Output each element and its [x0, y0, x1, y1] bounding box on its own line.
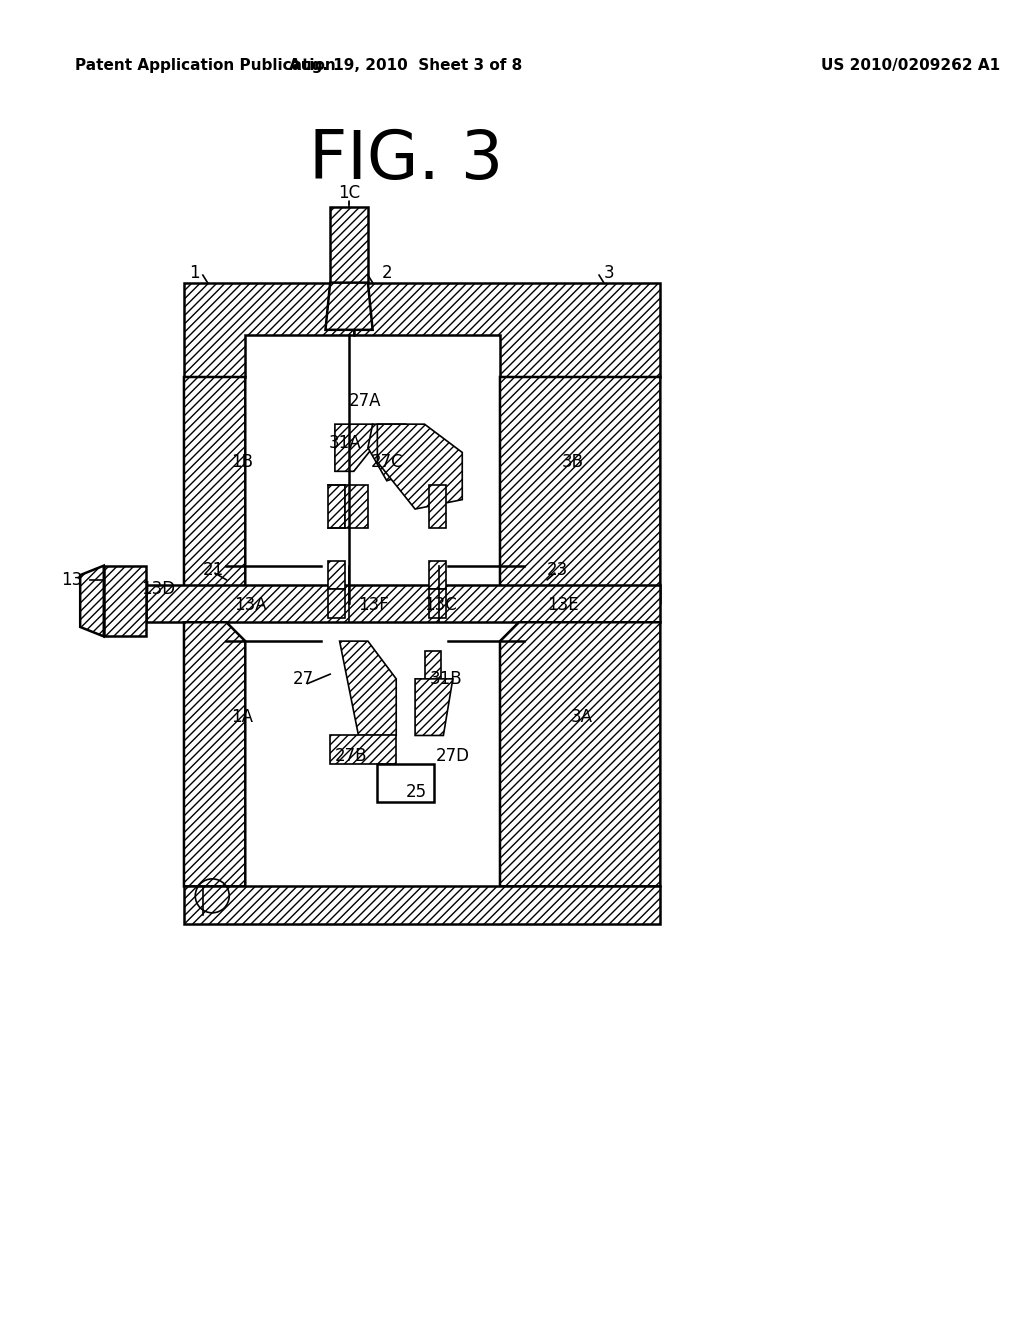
Text: US 2010/0209262 A1: US 2010/0209262 A1	[820, 58, 999, 73]
Bar	[429, 486, 446, 528]
Polygon shape	[378, 764, 434, 801]
Text: 27A: 27A	[349, 392, 382, 409]
Bar	[329, 486, 345, 528]
Text: Aug. 19, 2010  Sheet 3 of 8: Aug. 19, 2010 Sheet 3 of 8	[289, 58, 522, 73]
Polygon shape	[326, 282, 373, 330]
Text: 13D: 13D	[141, 581, 176, 598]
Polygon shape	[184, 622, 246, 887]
Bar	[429, 589, 446, 618]
Polygon shape	[335, 424, 373, 471]
Text: 31A: 31A	[329, 434, 360, 451]
Text: 13A: 13A	[233, 597, 266, 614]
Polygon shape	[80, 566, 103, 636]
Polygon shape	[184, 887, 660, 924]
Text: 27: 27	[293, 669, 313, 688]
Text: 3: 3	[604, 264, 614, 282]
Text: 27D: 27D	[436, 747, 470, 766]
Text: 13C: 13C	[425, 597, 458, 614]
Polygon shape	[330, 207, 368, 282]
Polygon shape	[353, 282, 660, 378]
Text: 23: 23	[547, 561, 568, 579]
Polygon shape	[330, 735, 396, 764]
Polygon shape	[345, 486, 368, 528]
Bar	[329, 589, 345, 618]
Bar	[425, 651, 441, 735]
Polygon shape	[500, 378, 660, 603]
Text: 13F: 13F	[358, 597, 389, 614]
Text: 13: 13	[61, 570, 83, 589]
Text: 25: 25	[406, 783, 427, 801]
Text: 3A: 3A	[570, 708, 593, 726]
Text: 1B: 1B	[231, 453, 253, 471]
Text: 31B: 31B	[430, 669, 463, 688]
Text: 27C: 27C	[371, 453, 403, 471]
Text: FIG. 3: FIG. 3	[308, 127, 503, 193]
Polygon shape	[368, 424, 415, 480]
Text: 27B: 27B	[335, 747, 368, 766]
Text: 2: 2	[382, 264, 392, 282]
Text: 1A: 1A	[231, 708, 253, 726]
Polygon shape	[103, 566, 146, 636]
Text: 21: 21	[203, 561, 224, 579]
Polygon shape	[184, 282, 353, 378]
Polygon shape	[500, 622, 660, 887]
Text: 3B: 3B	[561, 453, 584, 471]
Bar	[429, 561, 446, 589]
Polygon shape	[340, 642, 396, 735]
Text: 13E: 13E	[547, 597, 579, 614]
Polygon shape	[378, 424, 462, 510]
Text: 1: 1	[188, 264, 200, 282]
Text: 1C: 1C	[338, 183, 360, 202]
Polygon shape	[184, 378, 246, 603]
Bar	[329, 561, 345, 589]
Polygon shape	[146, 585, 660, 622]
Polygon shape	[415, 678, 453, 735]
Text: Patent Application Publication: Patent Application Publication	[76, 58, 336, 73]
